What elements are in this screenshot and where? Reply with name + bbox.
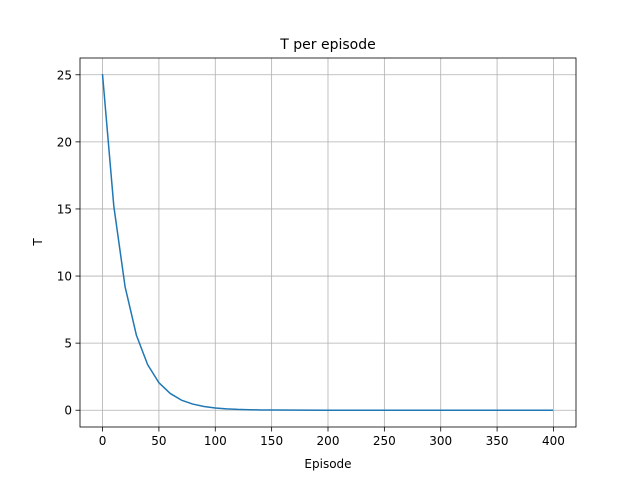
x-tick-label: 300 [429, 434, 452, 448]
y-tick-label: 15 [57, 202, 72, 216]
y-tick-label: 10 [57, 270, 72, 284]
x-tick-label: 350 [486, 434, 509, 448]
x-axis-label: Episode [304, 457, 351, 471]
y-tick-label: 5 [64, 337, 72, 351]
y-tick-label: 0 [64, 404, 72, 418]
y-tick-label: 20 [57, 135, 72, 149]
x-tick-label: 100 [204, 434, 227, 448]
y-axis-label: T [31, 238, 45, 247]
x-axis-ticks: 0 50 100 150 200 250 300 350 400 [99, 427, 565, 448]
x-tick-label: 150 [260, 434, 283, 448]
y-axis-ticks: 0 5 10 15 20 25 [57, 68, 80, 418]
x-tick-label: 400 [542, 434, 565, 448]
grid-lines [80, 58, 576, 427]
x-tick-label: 200 [317, 434, 340, 448]
y-tick-label: 25 [57, 68, 72, 82]
chart-title: T per episode [279, 37, 375, 53]
x-tick-label: 50 [151, 434, 166, 448]
x-tick-label: 0 [99, 434, 107, 448]
x-tick-label: 250 [373, 434, 396, 448]
series-layer [101, 73, 554, 411]
series-line [101, 73, 554, 411]
